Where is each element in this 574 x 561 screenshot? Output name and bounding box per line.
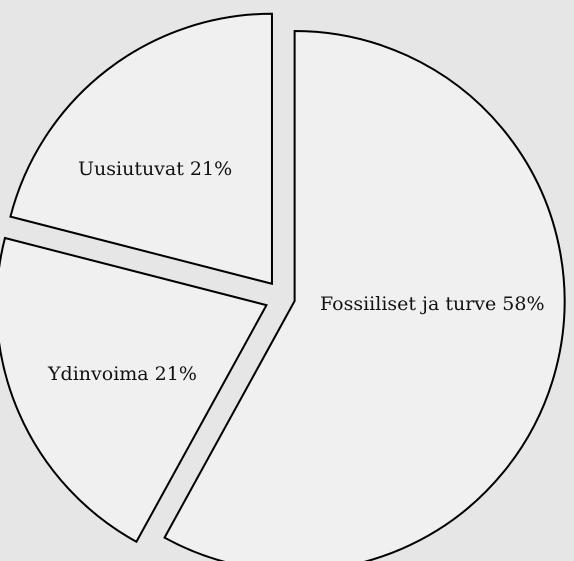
pie-labels: Fossiiliset ja turve 58% Ydinvoima 21% U…	[47, 158, 545, 385]
pie-slices	[0, 12, 566, 561]
slice-ydinvoima	[0, 236, 268, 544]
label-ydinvoima: Ydinvoima 21%	[47, 363, 197, 385]
label-fossiiliset-ja-turve: Fossiiliset ja turve 58%	[320, 293, 545, 315]
label-uusiutuvat: Uusiutuvat 21%	[78, 158, 232, 180]
slice-uusiutuvat	[9, 12, 273, 286]
slice-fossiiliset-ja-turve	[163, 29, 566, 561]
